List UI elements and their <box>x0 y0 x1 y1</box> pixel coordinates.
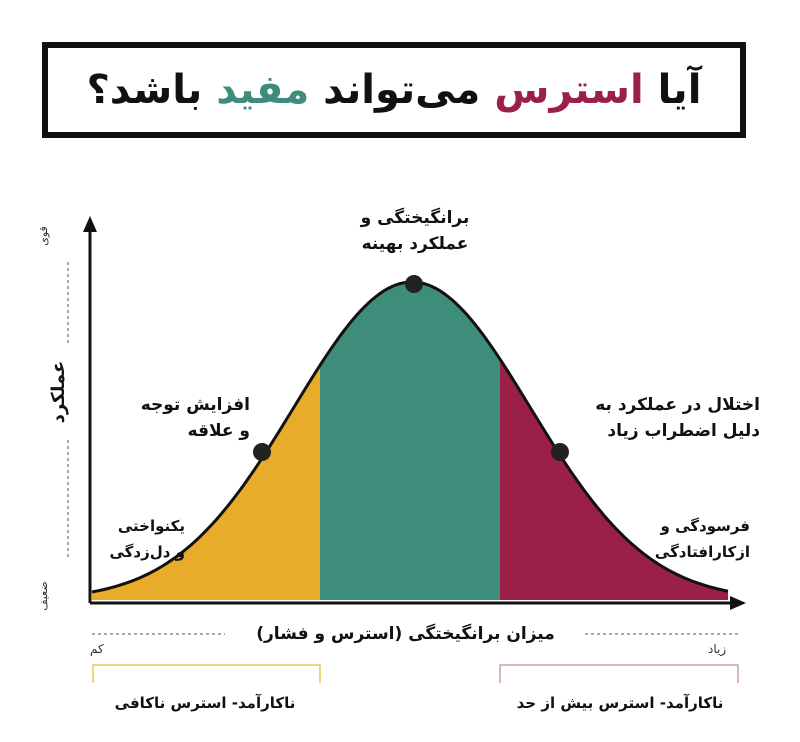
y-axis-strong-label: قوی <box>37 226 50 246</box>
low-zone-bracket <box>92 664 321 683</box>
x-axis-high-label: زیاد <box>708 642 727 656</box>
left-point <box>253 443 271 461</box>
page-title: آیا استرس می‌تواند مفید باشد؟ <box>87 67 702 113</box>
peak-label: برانگیختگی و عملکرد بهینه <box>360 208 470 254</box>
low-zone-label: ناکارآمد- استرس ناکافی <box>114 694 296 712</box>
left-point-label: افزایش توجه و علاقه <box>140 395 250 441</box>
high-zone-bracket <box>499 664 739 683</box>
y-axis-weak-label: ضعیف <box>37 581 50 611</box>
title-middle: می‌تواند <box>323 67 481 113</box>
high-zone-label: ناکارآمد- استرس بیش از حد <box>516 694 724 712</box>
title-part1: آیا <box>657 67 702 113</box>
optimal-zone-fill <box>320 282 500 600</box>
title-end: باشد؟ <box>86 67 203 113</box>
x-axis-arrow-icon <box>730 596 746 610</box>
y-axis-label: عملکرد <box>48 360 69 424</box>
right-point-label: اختلال در عملکرد به دلیل اضطراب زیاد <box>595 395 760 441</box>
title-stress-word: استرس <box>494 67 644 113</box>
left-low-label: یکنواختی و دل‌زدگی <box>109 517 186 561</box>
y-axis-arrow-icon <box>83 216 97 232</box>
title-box: آیا استرس می‌تواند مفید باشد؟ <box>42 42 746 138</box>
right-low-label: فرسودگی و ازکارافتادگی <box>654 517 750 561</box>
right-point <box>551 443 569 461</box>
x-axis-label: میزان برانگیختگی (استرس و فشار) <box>256 624 555 644</box>
title-useful-word: مفید <box>216 67 310 113</box>
x-axis-low-label: کم <box>90 642 104 656</box>
peak-point <box>405 275 423 293</box>
